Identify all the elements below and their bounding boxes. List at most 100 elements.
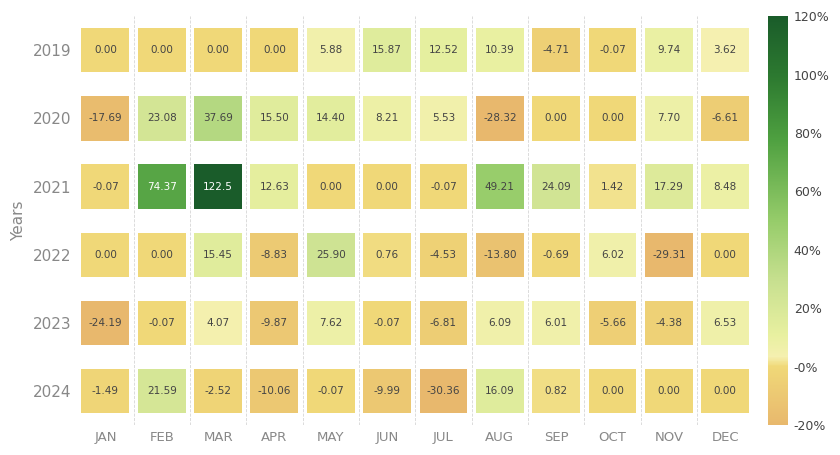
FancyBboxPatch shape	[138, 28, 186, 72]
FancyBboxPatch shape	[363, 96, 411, 141]
FancyBboxPatch shape	[476, 301, 524, 345]
FancyBboxPatch shape	[363, 233, 411, 277]
FancyBboxPatch shape	[194, 233, 242, 277]
FancyBboxPatch shape	[701, 164, 749, 209]
FancyBboxPatch shape	[533, 369, 580, 414]
Text: 37.69: 37.69	[203, 113, 233, 123]
Text: 122.5: 122.5	[203, 182, 233, 192]
Text: 0.00: 0.00	[94, 250, 117, 260]
FancyBboxPatch shape	[476, 369, 524, 414]
FancyBboxPatch shape	[363, 164, 411, 209]
Text: -4.38: -4.38	[655, 318, 682, 328]
Text: 21.59: 21.59	[147, 386, 176, 396]
FancyBboxPatch shape	[419, 28, 467, 72]
FancyBboxPatch shape	[194, 96, 242, 141]
Text: 0.00: 0.00	[150, 250, 173, 260]
Text: -30.36: -30.36	[427, 386, 460, 396]
Text: -0.07: -0.07	[599, 45, 626, 55]
FancyBboxPatch shape	[194, 164, 242, 209]
Text: 0.00: 0.00	[263, 45, 286, 55]
Text: -6.61: -6.61	[711, 113, 738, 123]
FancyBboxPatch shape	[533, 28, 580, 72]
Text: 0.00: 0.00	[375, 182, 398, 192]
FancyBboxPatch shape	[419, 233, 467, 277]
FancyBboxPatch shape	[419, 164, 467, 209]
FancyBboxPatch shape	[363, 28, 411, 72]
Text: -0.07: -0.07	[318, 386, 344, 396]
FancyBboxPatch shape	[307, 233, 354, 277]
Text: 49.21: 49.21	[485, 182, 515, 192]
FancyBboxPatch shape	[250, 164, 298, 209]
Text: 7.70: 7.70	[657, 113, 680, 123]
FancyBboxPatch shape	[81, 369, 129, 414]
FancyBboxPatch shape	[701, 28, 749, 72]
Text: -4.71: -4.71	[543, 45, 570, 55]
Text: -9.87: -9.87	[261, 318, 288, 328]
FancyBboxPatch shape	[81, 96, 129, 141]
FancyBboxPatch shape	[533, 301, 580, 345]
Text: -10.06: -10.06	[258, 386, 291, 396]
Text: 15.50: 15.50	[260, 113, 289, 123]
Text: 9.74: 9.74	[657, 45, 680, 55]
FancyBboxPatch shape	[645, 164, 693, 209]
Text: 0.00: 0.00	[601, 386, 624, 396]
Text: 6.53: 6.53	[713, 318, 737, 328]
Text: -6.81: -6.81	[430, 318, 457, 328]
Text: -24.19: -24.19	[88, 318, 123, 328]
FancyBboxPatch shape	[419, 369, 467, 414]
Text: 0.82: 0.82	[544, 386, 568, 396]
Text: 1.42: 1.42	[601, 182, 624, 192]
FancyBboxPatch shape	[81, 28, 129, 72]
Text: -5.66: -5.66	[599, 318, 626, 328]
FancyBboxPatch shape	[589, 28, 637, 72]
FancyBboxPatch shape	[645, 233, 693, 277]
FancyBboxPatch shape	[701, 369, 749, 414]
FancyBboxPatch shape	[250, 369, 298, 414]
FancyBboxPatch shape	[307, 164, 354, 209]
Text: -29.31: -29.31	[652, 250, 685, 260]
FancyBboxPatch shape	[307, 96, 354, 141]
FancyBboxPatch shape	[533, 233, 580, 277]
Y-axis label: Years: Years	[11, 201, 26, 241]
FancyBboxPatch shape	[307, 28, 354, 72]
FancyBboxPatch shape	[589, 369, 637, 414]
FancyBboxPatch shape	[701, 96, 749, 141]
FancyBboxPatch shape	[250, 96, 298, 141]
Text: 10.39: 10.39	[485, 45, 515, 55]
FancyBboxPatch shape	[138, 164, 186, 209]
Text: 6.09: 6.09	[488, 318, 512, 328]
Text: -2.52: -2.52	[205, 386, 232, 396]
FancyBboxPatch shape	[194, 301, 242, 345]
Text: 24.09: 24.09	[541, 182, 571, 192]
Text: 16.09: 16.09	[485, 386, 515, 396]
FancyBboxPatch shape	[81, 301, 129, 345]
FancyBboxPatch shape	[476, 164, 524, 209]
Text: -28.32: -28.32	[483, 113, 517, 123]
Text: 23.08: 23.08	[147, 113, 176, 123]
Text: -0.07: -0.07	[149, 318, 175, 328]
FancyBboxPatch shape	[476, 28, 524, 72]
Text: -8.83: -8.83	[261, 250, 288, 260]
FancyBboxPatch shape	[476, 96, 524, 141]
Text: 15.87: 15.87	[372, 45, 402, 55]
FancyBboxPatch shape	[250, 28, 298, 72]
Text: 7.62: 7.62	[319, 318, 343, 328]
Text: 3.62: 3.62	[713, 45, 737, 55]
FancyBboxPatch shape	[250, 301, 298, 345]
Text: -13.80: -13.80	[483, 250, 517, 260]
Text: 14.40: 14.40	[316, 113, 346, 123]
Text: 0.00: 0.00	[319, 182, 342, 192]
FancyBboxPatch shape	[81, 233, 129, 277]
Text: 12.52: 12.52	[428, 45, 459, 55]
FancyBboxPatch shape	[250, 233, 298, 277]
Text: 8.21: 8.21	[375, 113, 399, 123]
Text: -0.07: -0.07	[430, 182, 457, 192]
Text: 0.00: 0.00	[544, 113, 568, 123]
Text: 0.00: 0.00	[601, 113, 624, 123]
FancyBboxPatch shape	[645, 28, 693, 72]
FancyBboxPatch shape	[138, 96, 186, 141]
FancyBboxPatch shape	[645, 369, 693, 414]
Text: 12.63: 12.63	[260, 182, 290, 192]
FancyBboxPatch shape	[589, 96, 637, 141]
FancyBboxPatch shape	[363, 301, 411, 345]
